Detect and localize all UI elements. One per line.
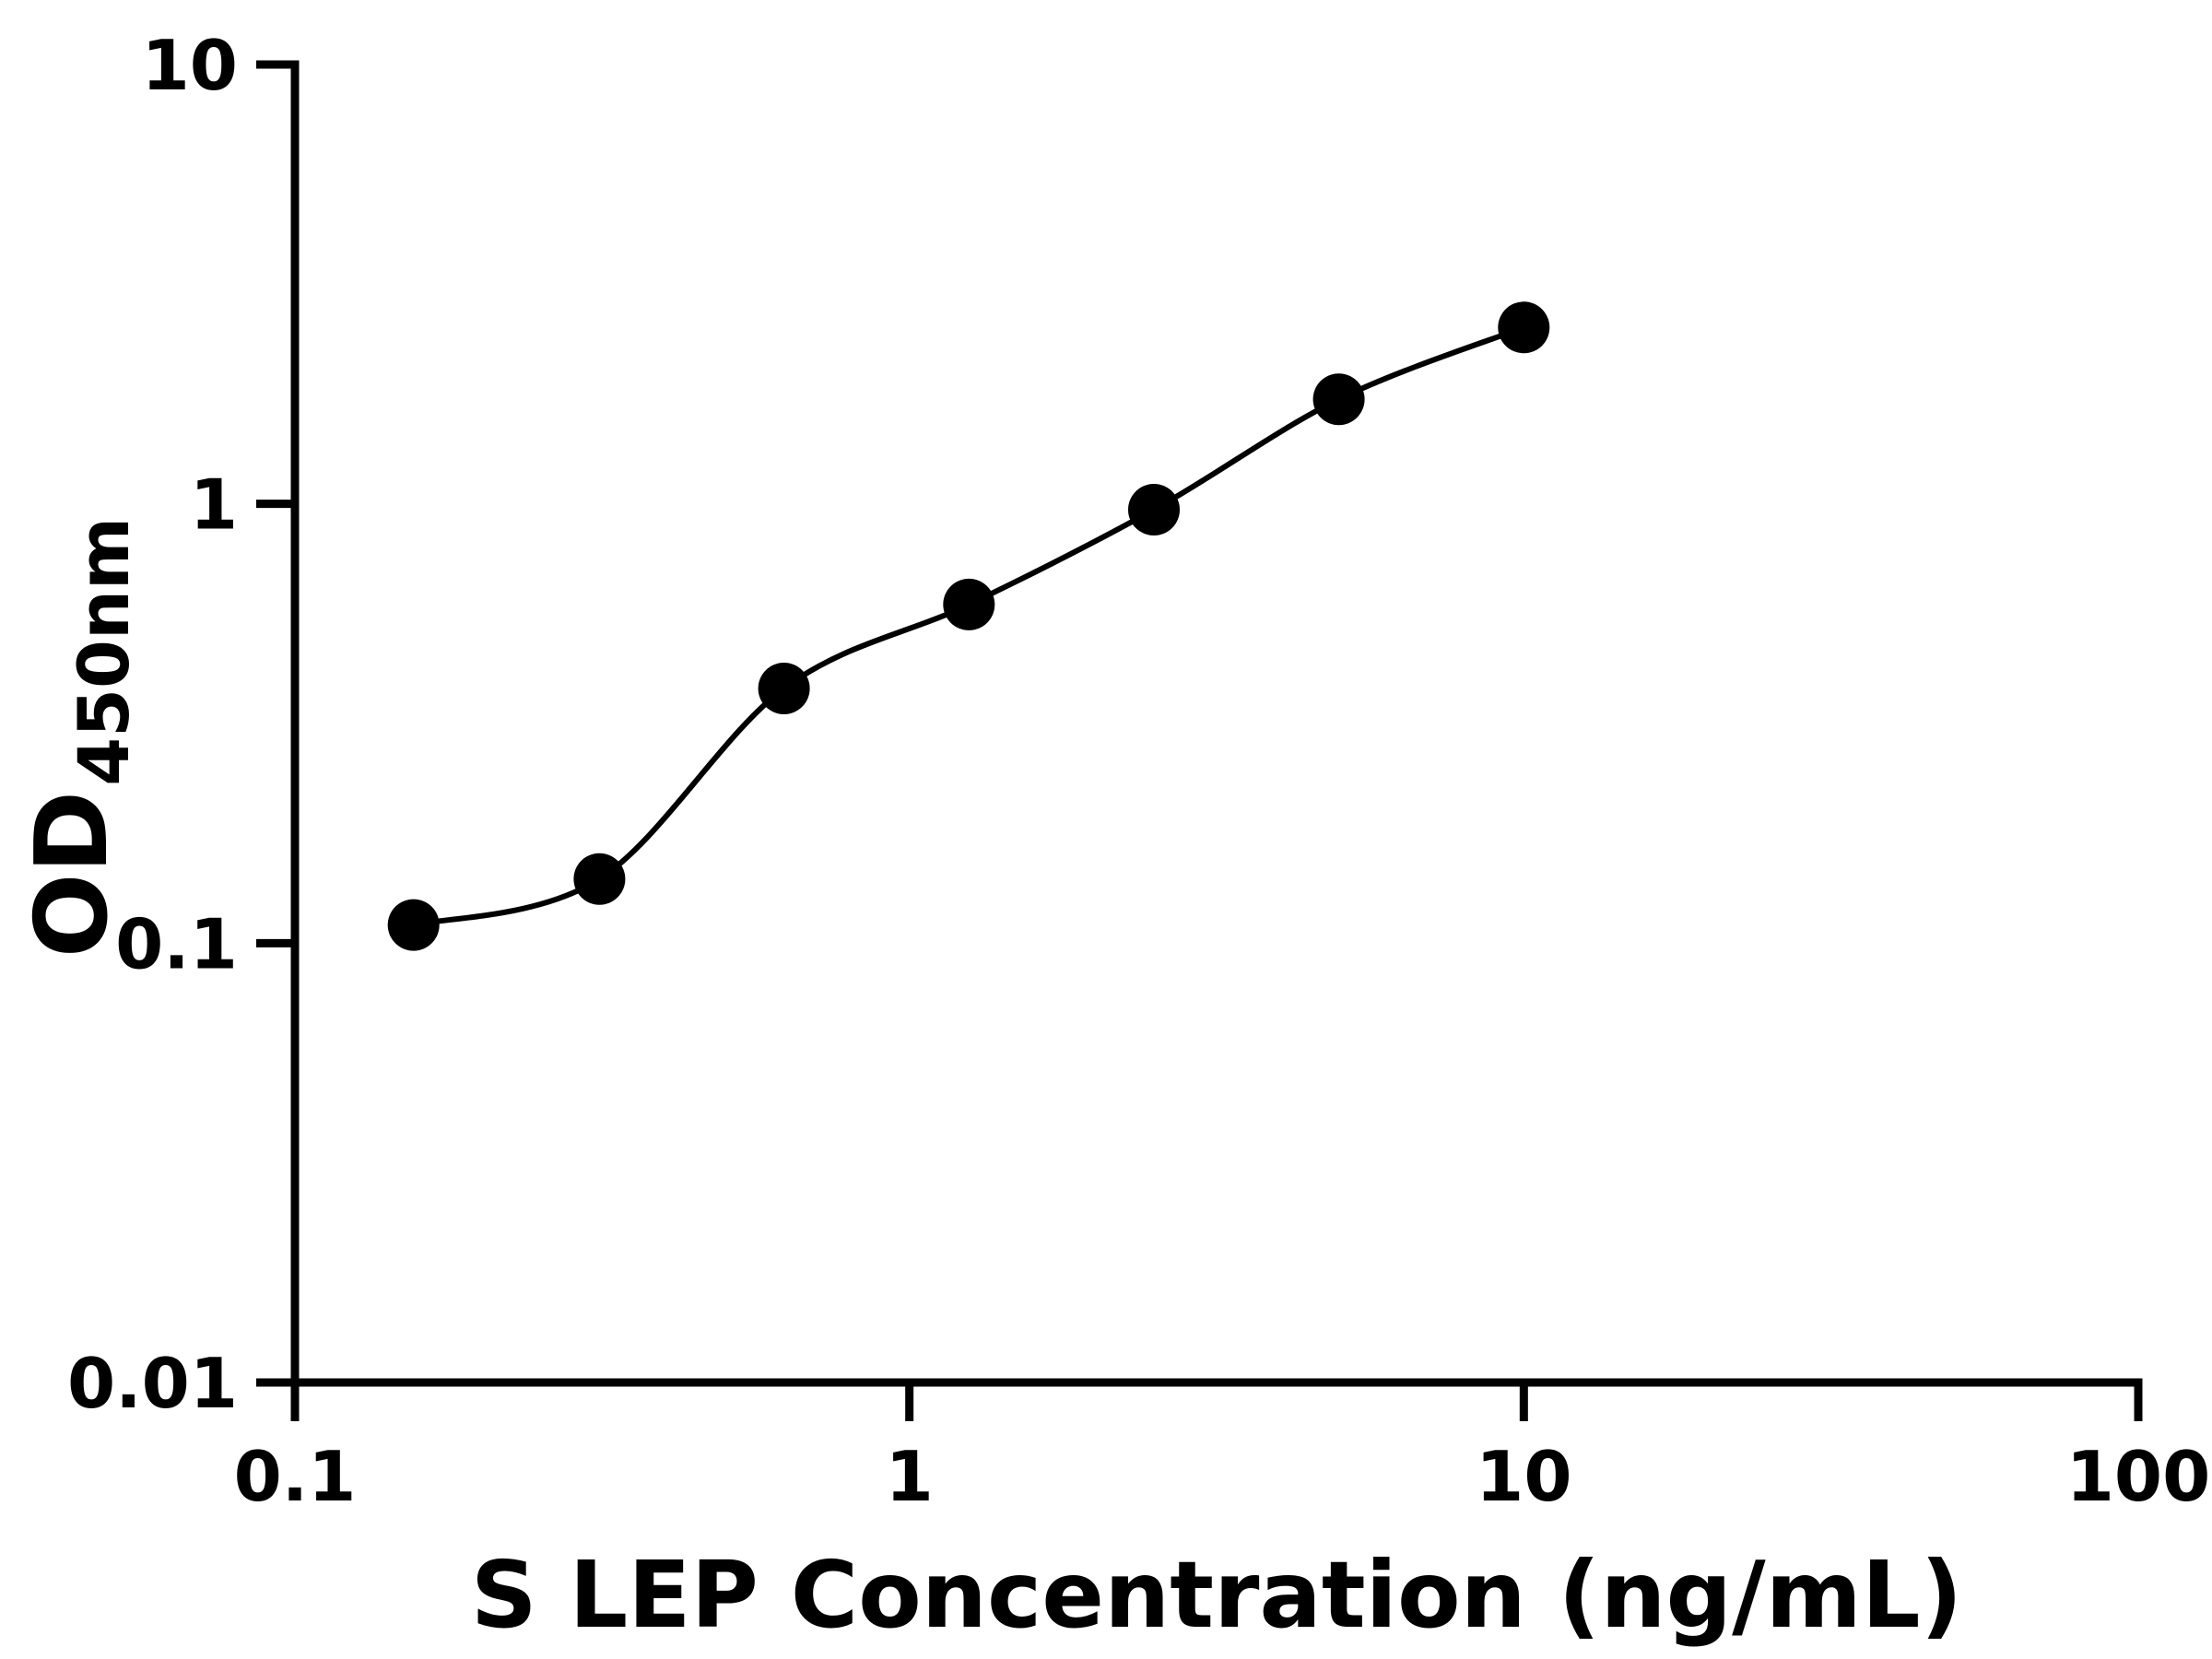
data-point bbox=[1128, 484, 1180, 535]
data-point bbox=[387, 899, 440, 951]
y-axis-title-subscript: 450nm bbox=[63, 517, 145, 786]
y-axis-title-main: OD bbox=[15, 791, 130, 958]
x-tick-label: 100 bbox=[2066, 1436, 2211, 1517]
x-tick-label: 1 bbox=[886, 1436, 934, 1517]
data-point bbox=[573, 853, 626, 905]
x-tick-label: 0.1 bbox=[234, 1436, 357, 1517]
data-point bbox=[758, 663, 810, 714]
x-tick-label: 10 bbox=[1476, 1436, 1571, 1517]
y-tick-label: 0.1 bbox=[115, 903, 238, 984]
y-axis-title: OD 450nm bbox=[15, 517, 145, 959]
y-tick-label: 10 bbox=[142, 25, 238, 106]
y-tick-label: 0.01 bbox=[67, 1343, 238, 1424]
x-axis-title: S LEP Concentration (ng/mL) bbox=[471, 1541, 1963, 1649]
y-tick-label: 1 bbox=[190, 465, 238, 546]
data-point bbox=[1498, 301, 1550, 354]
data-point bbox=[943, 578, 995, 630]
plot-area: 0.1 1 10 100 0.01 0.1 1 10 bbox=[67, 25, 2210, 1517]
data-point bbox=[1312, 373, 1365, 426]
